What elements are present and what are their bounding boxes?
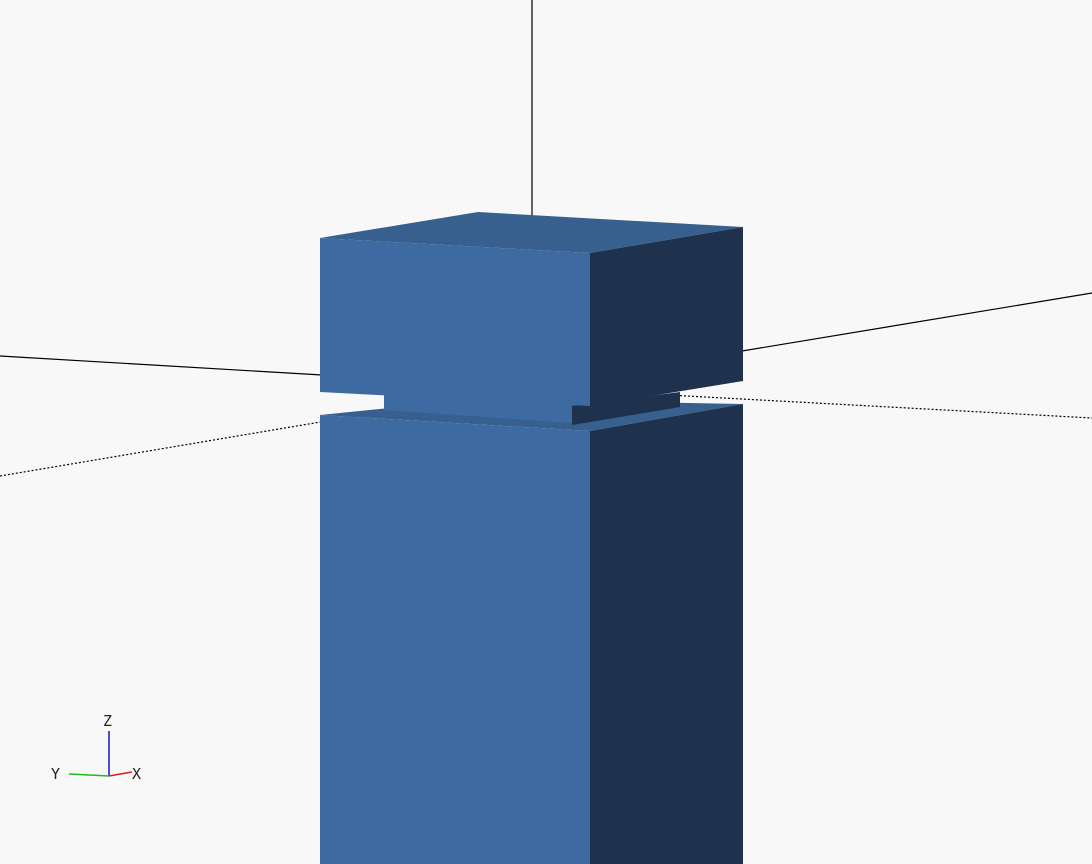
axis-indicator-y-line <box>68 773 110 777</box>
axis-indicator-x-label: X <box>132 765 141 783</box>
scene-axes <box>0 0 1092 477</box>
model-geometry[interactable] <box>320 212 743 864</box>
scene-axis-y-negative <box>667 394 1092 419</box>
scene-axis-x-negative <box>0 398 458 477</box>
lower-column-front-face <box>320 415 590 864</box>
upper-block-top-face <box>320 212 743 253</box>
upper-block-front-face <box>320 238 590 406</box>
scene-axis-x-positive <box>741 292 1092 352</box>
lower-column-side-face <box>590 404 743 864</box>
axis-indicator-z-label: Z <box>103 712 112 730</box>
axis-indicator-x-line <box>108 771 133 777</box>
upper-block-side-face <box>590 227 743 406</box>
axis-indicator: Z Y X <box>51 712 141 783</box>
neck-side-face <box>572 392 680 425</box>
scene-axis-y-positive <box>0 355 323 376</box>
neck-front-face <box>384 394 572 423</box>
axis-indicator-y-label: Y <box>51 765 60 783</box>
